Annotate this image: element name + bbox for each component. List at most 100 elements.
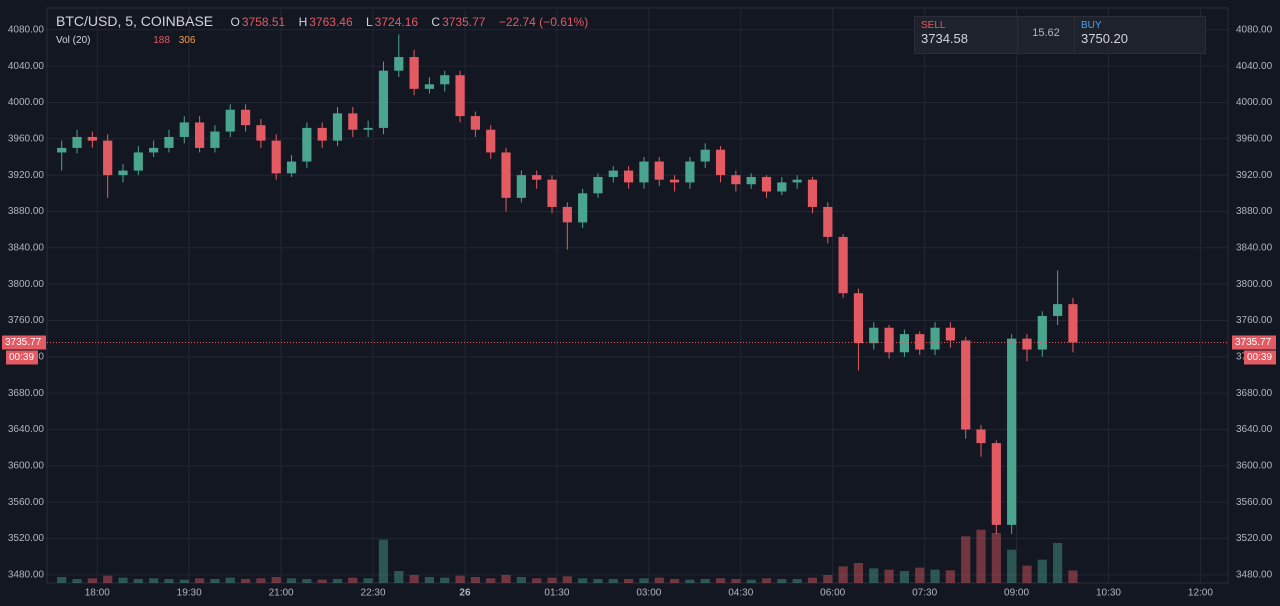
y-tick-label-right: 3680.00 [1236,388,1273,399]
vol-label[interactable]: Vol (20) [56,35,91,46]
volume-bar [87,578,97,583]
y-tick-label: 3760.00 [8,315,45,326]
candle-body [256,125,266,141]
x-tick-label: 07:30 [912,588,937,599]
volume-bar [256,578,266,583]
candle-body [210,131,220,148]
candle-body [240,109,251,126]
h-label: H [298,15,308,29]
y-tick-label: 3960.00 [8,133,45,144]
volume-bar [807,577,818,583]
candle-body [991,443,1001,525]
symbol[interactable]: BTC/USD, 5, COINBASE [56,13,214,29]
sell-price: 3734.58 [921,31,968,46]
volume-bar [149,578,159,583]
y-tick-label: 3840.00 [8,242,45,253]
price-tag-label: 3735.77 [1235,337,1272,348]
candle-body [118,170,128,176]
candle-body [761,176,772,192]
y-tick-label-right: 3960.00 [1236,133,1273,144]
volume-bar [669,579,680,583]
buy-button[interactable]: BUY 3750.20 [1074,17,1177,53]
vol-value: 188 [153,35,170,46]
volume-bar [164,579,174,583]
volume-bar [240,579,251,583]
l-value: 3724.16 [374,15,419,29]
candle-body [286,161,297,174]
y-tick-label-right: 4080.00 [1236,24,1273,35]
candle-body [378,70,389,128]
y-tick-label: 3480.00 [8,569,45,580]
volume-bar [57,577,67,583]
volume-bar [884,569,894,583]
candle-body [72,136,82,148]
y-tick-label-right: 4000.00 [1236,97,1273,108]
volume-bar [332,579,343,583]
candle-body [57,147,67,153]
y-tick-label-right: 3520.00 [1236,533,1273,544]
volume-bar [899,571,910,583]
sell-button[interactable]: SELL 3734.58 [915,17,1018,53]
candle-body [715,149,726,176]
volume-bar [210,579,220,583]
h-value: 3763.46 [309,15,353,29]
x-tick-label: 10:30 [1096,588,1121,599]
candle-body [164,136,174,148]
buy-price: 3750.20 [1081,31,1128,46]
y-tick-label-right: 3560.00 [1236,497,1273,508]
y-tick-label: 4000.00 [8,97,45,108]
volume-bar [578,578,588,583]
volume-bar [945,570,955,583]
candle-body [578,193,588,223]
candle-body [363,127,373,130]
volume-bar [777,579,787,583]
x-tick-label: 06:00 [820,588,845,599]
candle-body [777,182,787,192]
y-tick-label: 3560.00 [8,497,45,508]
candle-body [225,109,235,132]
volume-bar [731,579,741,583]
candle-body [532,175,542,180]
candle-body [440,75,450,85]
y-tick-label-right: 3600.00 [1236,460,1273,471]
volume-bar [823,575,833,583]
volume-bar [547,577,557,583]
candle-body [838,236,848,294]
candle-body [807,179,818,207]
y-tick-label-right: 3640.00 [1236,424,1273,435]
y-tick-label: 4040.00 [8,61,45,72]
y-tick-label-right: 3480.00 [1236,569,1273,580]
x-tick-label: 09:00 [1004,588,1029,599]
y-tick-label-right: 3760.00 [1236,315,1273,326]
volume-bar [715,578,726,583]
x-tick-label: 03:00 [636,588,661,599]
volume-bar [1037,559,1047,583]
y-tick-label: 3880.00 [8,206,45,217]
volume-bar [1022,565,1032,583]
candle-body [271,140,281,174]
volume-bar [424,577,435,583]
candle-body [961,340,971,430]
legend-header: BTC/USD, 5, COINBASE O 3758.51 H 3763.46 L… [56,13,590,29]
candle-body [1007,338,1017,525]
volume-bar [853,563,864,583]
volume-bar [378,539,389,583]
volume-bar [179,579,189,583]
l-label: L [365,15,373,29]
volume-bar [624,579,634,583]
candle-body [731,175,741,185]
x-tick-label: 12:00 [1188,588,1213,599]
candle-body [486,129,496,153]
candle-body [302,127,312,162]
x-tick-label: 22:30 [361,588,386,599]
buy-label: BUY [1081,20,1102,31]
candle-body [424,84,435,89]
o-value: 3758.51 [241,15,286,29]
volume-bar [792,579,802,583]
candle-body [195,122,205,148]
candle-body [700,149,710,162]
countdown-label: 00:39 [9,352,34,363]
x-tick-label: 19:30 [177,588,202,599]
vol-ma: 306 [178,35,196,46]
volume-legend: Vol (20) 188 306 [56,35,195,46]
